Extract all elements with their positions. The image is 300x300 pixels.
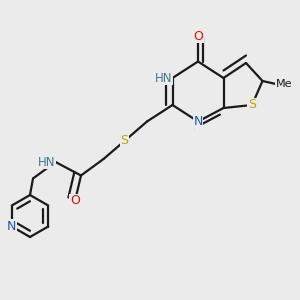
Text: N: N [7,220,16,233]
Text: S: S [121,134,128,148]
Text: N: N [193,115,203,128]
Text: O: O [70,194,80,208]
Text: O: O [193,29,203,43]
Text: S: S [248,98,256,112]
Text: HN: HN [155,71,172,85]
Text: Me: Me [276,79,292,89]
Text: HN: HN [38,155,56,169]
